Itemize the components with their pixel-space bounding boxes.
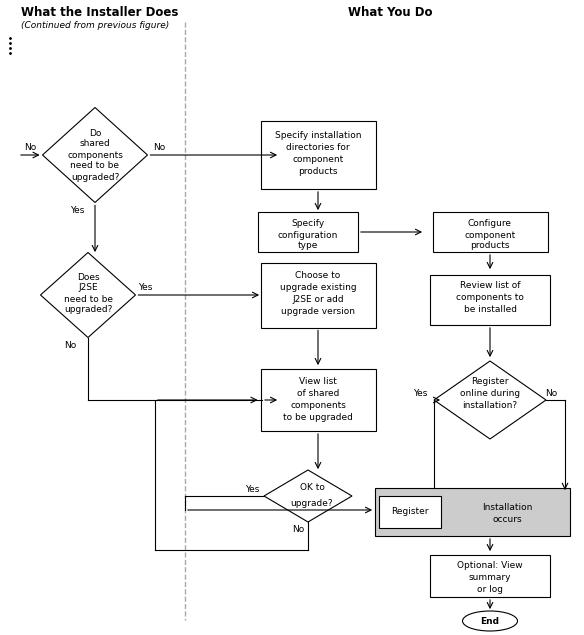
Text: Register: Register (471, 377, 509, 387)
Polygon shape (264, 470, 352, 522)
Text: Yes: Yes (413, 389, 427, 398)
Text: upgrade existing: upgrade existing (280, 283, 356, 293)
Text: Do: Do (89, 128, 101, 138)
Polygon shape (434, 361, 546, 439)
Text: installation?: installation? (463, 401, 517, 410)
Polygon shape (430, 275, 550, 325)
Text: upgrade version: upgrade version (281, 307, 355, 316)
Text: J2SE: J2SE (78, 283, 98, 293)
Text: OK to: OK to (300, 483, 325, 493)
Text: products: products (470, 241, 510, 250)
Text: configuration: configuration (278, 231, 338, 239)
Text: Review list of: Review list of (460, 281, 520, 290)
Text: be installed: be installed (464, 305, 516, 314)
Text: Installation: Installation (482, 502, 532, 512)
Text: summary: summary (469, 573, 511, 582)
Polygon shape (260, 369, 376, 431)
Text: Does: Does (77, 272, 99, 281)
Text: Specify installation: Specify installation (274, 131, 361, 140)
Text: occurs: occurs (492, 516, 522, 525)
Text: No: No (64, 341, 76, 350)
Text: Choose to: Choose to (296, 272, 340, 281)
Text: Yes: Yes (70, 206, 84, 215)
Text: J2SE or add: J2SE or add (292, 295, 344, 305)
Text: View list: View list (299, 377, 337, 387)
Text: upgraded?: upgraded? (64, 305, 112, 314)
Text: directories for: directories for (286, 142, 350, 152)
Text: shared: shared (79, 140, 110, 149)
Text: or log: or log (477, 585, 503, 594)
Text: (Continued from previous figure): (Continued from previous figure) (21, 22, 169, 30)
Text: No: No (545, 389, 557, 398)
Polygon shape (260, 121, 376, 189)
Text: Optional: View: Optional: View (457, 561, 523, 570)
Text: Configure: Configure (468, 218, 512, 227)
Text: components: components (290, 401, 346, 410)
Text: No: No (24, 142, 36, 152)
Text: Yes: Yes (245, 485, 259, 493)
Text: No: No (154, 142, 166, 152)
Text: need to be: need to be (71, 161, 120, 171)
Polygon shape (379, 496, 441, 528)
Text: End: End (481, 617, 499, 625)
Text: Yes: Yes (138, 283, 152, 293)
Polygon shape (260, 262, 376, 328)
Text: component: component (293, 154, 343, 163)
Text: What You Do: What You Do (347, 6, 432, 20)
Text: components: components (67, 150, 123, 159)
Text: need to be: need to be (64, 295, 113, 304)
Text: components to: components to (456, 293, 524, 302)
Polygon shape (258, 212, 358, 252)
Text: upgraded?: upgraded? (71, 173, 119, 182)
Text: type: type (298, 241, 318, 250)
Text: component: component (464, 231, 516, 239)
Text: online during: online during (460, 389, 520, 399)
Polygon shape (433, 212, 548, 252)
Text: No: No (292, 526, 304, 535)
Polygon shape (43, 107, 148, 203)
Text: of shared: of shared (297, 389, 339, 399)
Polygon shape (40, 253, 135, 337)
Ellipse shape (463, 611, 517, 631)
Text: products: products (298, 166, 338, 175)
FancyBboxPatch shape (375, 488, 570, 536)
Text: to be upgraded: to be upgraded (283, 413, 353, 422)
Text: upgrade?: upgrade? (291, 500, 333, 509)
Text: Specify: Specify (291, 218, 325, 227)
Text: Register: Register (391, 507, 429, 516)
Polygon shape (430, 555, 550, 597)
Text: What the Installer Does: What the Installer Does (21, 6, 179, 20)
